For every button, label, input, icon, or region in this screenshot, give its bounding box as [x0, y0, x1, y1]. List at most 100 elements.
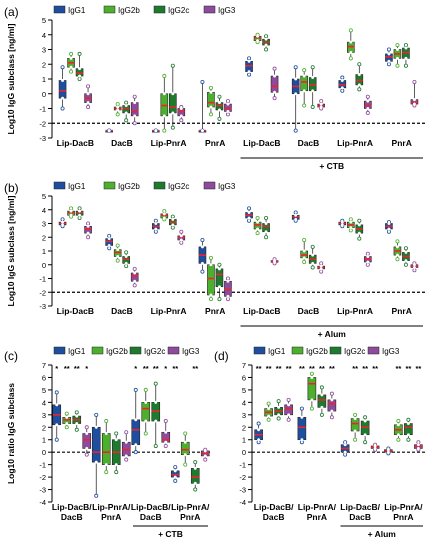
data-point: [116, 248, 120, 252]
legend-swatch: [153, 181, 166, 190]
data-point: [311, 76, 315, 80]
data-point: [78, 74, 82, 78]
panel-b: (b) IgG1 IgG2b IgG2c IgG3 -3 -2 -1 0 1 2 3 4 5 Log10 I…: [4, 181, 425, 339]
category-label: Lip-PnrA: [337, 306, 373, 316]
data-point: [153, 443, 158, 448]
data-point: [226, 279, 230, 283]
data-point: [273, 74, 277, 78]
data-point: [264, 43, 268, 47]
y-tick-label: 1: [242, 436, 246, 445]
data-point: [302, 237, 307, 242]
data-point: [217, 297, 222, 302]
legend-label: IgG3: [218, 182, 236, 191]
significance-mark: **: [362, 364, 368, 373]
significance-mark: *: [134, 364, 137, 373]
data-point: [267, 414, 271, 418]
data-point: [340, 220, 344, 224]
data-point: [396, 423, 400, 427]
y-tick-label: -3: [39, 302, 46, 311]
legend-swatch: [103, 181, 116, 190]
data-point: [69, 56, 73, 60]
data-point: [365, 94, 370, 99]
data-point: [86, 84, 91, 89]
legend-label: IgG2c: [168, 182, 189, 191]
data-point: [209, 105, 213, 109]
data-point: [386, 47, 391, 52]
box: [270, 75, 279, 93]
data-point: [124, 264, 129, 269]
legend-swatch: [91, 346, 104, 355]
significance-mark: **: [319, 364, 325, 373]
category-label: Lip-PnrA: [151, 138, 187, 148]
data-point: [153, 229, 158, 234]
data-point: [387, 221, 391, 225]
y-tick-label: 1: [42, 75, 46, 84]
data-point: [64, 411, 69, 416]
data-point: [395, 253, 399, 257]
data-point: [256, 220, 260, 224]
category-label: DacB: [263, 512, 285, 522]
data-point: [203, 457, 208, 462]
data-point: [319, 102, 323, 106]
data-point: [365, 251, 370, 256]
data-point: [386, 229, 391, 234]
data-point: [416, 443, 420, 447]
data-point: [256, 34, 260, 38]
data-point: [412, 102, 416, 106]
data-point: [396, 433, 400, 437]
data-point: [179, 229, 184, 234]
data-point: [133, 387, 138, 392]
data-point: [94, 425, 98, 429]
legend-swatch: [153, 5, 166, 14]
category-label: PnrA: [392, 306, 412, 316]
data-point: [55, 423, 59, 427]
category-label: Lip-PnrA/: [298, 502, 337, 512]
category-label: Lip-DacB: [57, 138, 94, 148]
data-point: [349, 220, 353, 224]
data-point: [74, 427, 79, 432]
data-point: [343, 443, 347, 447]
data-point: [273, 259, 277, 263]
legend-swatch: [53, 346, 66, 355]
box: [58, 80, 67, 99]
data-point: [115, 112, 120, 117]
box: [131, 419, 141, 446]
data-point: [363, 440, 368, 445]
y-tick-label: 4: [42, 31, 46, 40]
category-label: DacB: [61, 512, 83, 522]
data-point: [395, 239, 400, 244]
data-point: [319, 385, 324, 390]
box: [207, 91, 215, 108]
data-point: [294, 77, 298, 81]
significance-mark: **: [74, 364, 80, 373]
data-point: [217, 116, 222, 121]
y-tick-label: -4: [39, 498, 46, 507]
data-point: [264, 37, 268, 41]
legend-swatch: [203, 5, 216, 14]
box: [300, 75, 308, 92]
category-label: Lip-PnrA: [151, 306, 187, 316]
y-tick-label: 5: [42, 192, 46, 201]
data-point: [366, 260, 370, 264]
data-point: [60, 217, 65, 222]
data-point: [349, 40, 353, 44]
data-point: [200, 237, 205, 242]
data-point: [225, 99, 230, 104]
data-point: [266, 401, 271, 406]
data-point: [247, 216, 251, 220]
data-point: [217, 101, 221, 105]
data-point: [107, 129, 111, 133]
y-tick-label: -3: [39, 486, 46, 495]
data-point: [272, 66, 277, 71]
data-point: [340, 86, 344, 90]
data-point: [257, 438, 261, 442]
data-point: [310, 398, 314, 402]
data-point: [54, 390, 59, 395]
category-label: Lip-DacB: [243, 138, 280, 148]
significance-mark: **: [309, 364, 315, 373]
data-point: [302, 89, 306, 93]
data-point: [200, 129, 204, 133]
category-label: DacB: [298, 306, 320, 316]
data-point: [86, 101, 90, 105]
data-point: [77, 215, 82, 220]
